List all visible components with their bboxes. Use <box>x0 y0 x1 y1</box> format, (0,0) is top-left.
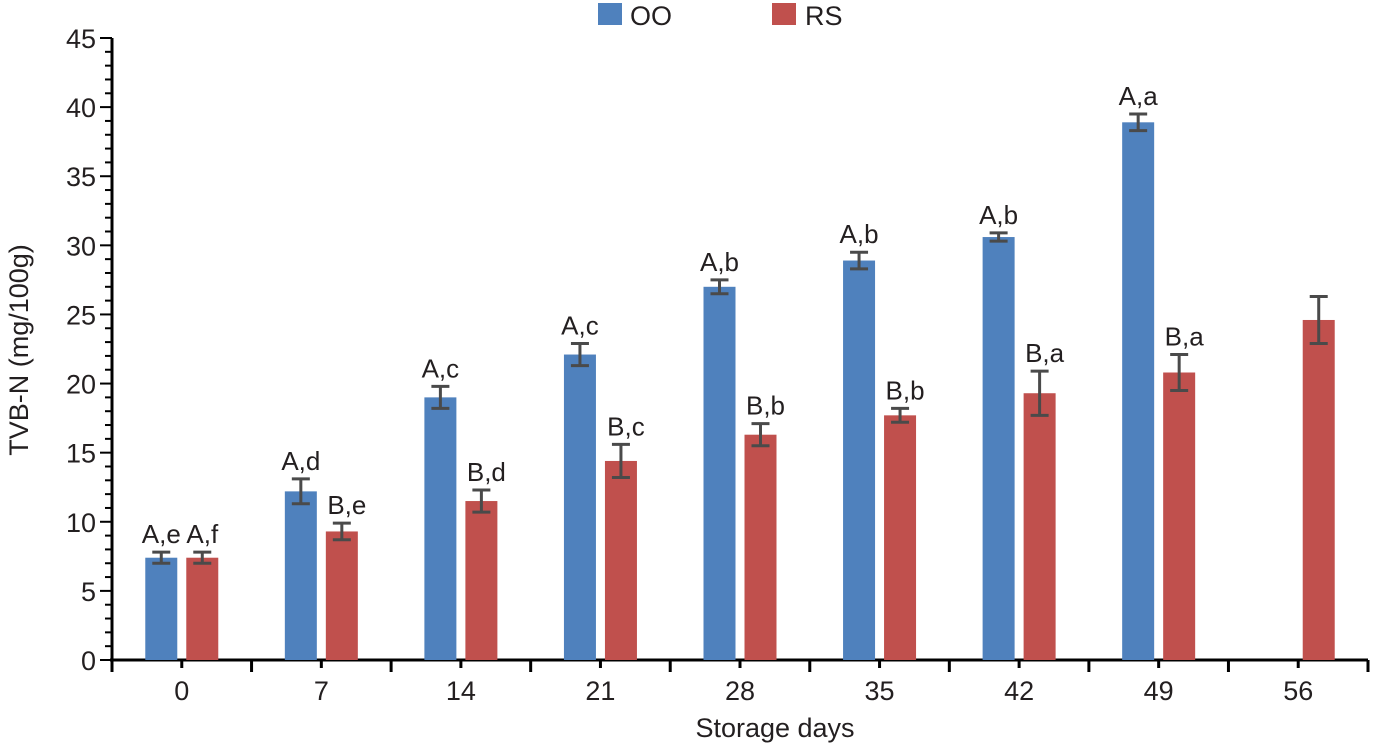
data-label: B,b <box>746 391 785 421</box>
bars: A,e A,d A,c A,c A,b A,b A,b A,a A,f B,e B,d B,c B,b B… <box>142 81 1335 661</box>
data-label: B,b <box>886 375 925 405</box>
x-tick-label: 49 <box>1144 676 1174 706</box>
data-label: A,e <box>142 519 181 549</box>
bar-rs-14 <box>465 501 498 660</box>
bar-rs-21 <box>604 460 637 660</box>
data-label: A,b <box>979 200 1018 230</box>
y-axis: 0 5 10 15 20 25 30 35 40 45 <box>66 24 114 676</box>
data-label: A,a <box>1119 81 1159 111</box>
data-label: B,a <box>1165 322 1205 352</box>
y-tick-label: 30 <box>66 231 96 261</box>
data-label: A,d <box>281 446 320 476</box>
legend: OO RS <box>598 1 843 31</box>
x-tick-label: 42 <box>1004 676 1034 706</box>
legend-swatch-rs <box>772 3 796 25</box>
x-tick-label: 21 <box>585 676 615 706</box>
bar-rs-0 <box>186 557 219 660</box>
legend-label-rs: RS <box>805 1 843 31</box>
bar-rs-7 <box>325 531 358 660</box>
x-tick-label: 35 <box>865 676 895 706</box>
bar-rs-35 <box>884 415 917 660</box>
bar-rs-49 <box>1163 372 1196 660</box>
y-tick-label: 25 <box>66 300 96 330</box>
data-label: A,c <box>561 310 599 340</box>
y-tick-label: 45 <box>66 24 96 54</box>
x-tick-label: 56 <box>1283 676 1313 706</box>
bar-oo-28 <box>703 286 736 660</box>
bar-oo-49 <box>1122 122 1155 660</box>
data-label: B,a <box>1025 338 1065 368</box>
x-axis: 0 7 14 21 28 35 42 49 56 <box>110 658 1370 706</box>
y-tick-label: 5 <box>81 577 96 607</box>
y-axis-title: TVB-N (mg/100g) <box>4 244 34 456</box>
bar-oo-35 <box>843 260 876 660</box>
data-label: B,d <box>467 457 506 487</box>
y-tick-label: 40 <box>66 93 96 123</box>
bar-oo-7 <box>284 491 317 660</box>
y-tick-label: 15 <box>66 439 96 469</box>
bar-oo-14 <box>424 397 457 660</box>
bar-rs-56 <box>1302 319 1335 660</box>
bar-rs-28 <box>744 434 777 660</box>
bar-rs-42 <box>1023 393 1056 660</box>
data-label: A,c <box>422 353 460 383</box>
data-label: A,b <box>840 219 879 249</box>
y-tick-label: 20 <box>66 370 96 400</box>
legend-label-oo: OO <box>630 1 672 31</box>
x-tick-label: 0 <box>174 676 189 706</box>
x-tick-label: 14 <box>446 676 476 706</box>
y-tick-label: 35 <box>66 162 96 192</box>
bar-oo-42 <box>982 237 1015 661</box>
data-label: B,c <box>607 411 645 441</box>
data-label: A,f <box>186 519 219 549</box>
bar-oo-21 <box>563 354 596 660</box>
y-tick-label: 0 <box>81 646 96 676</box>
data-label: B,e <box>327 490 366 520</box>
x-tick-label: 7 <box>314 676 329 706</box>
bar-oo-0 <box>145 557 178 660</box>
x-tick-label: 28 <box>725 676 755 706</box>
x-axis-title: Storage days <box>695 713 854 743</box>
legend-swatch-oo <box>598 3 622 25</box>
y-tick-label: 10 <box>66 508 96 538</box>
data-label: A,b <box>700 247 739 277</box>
